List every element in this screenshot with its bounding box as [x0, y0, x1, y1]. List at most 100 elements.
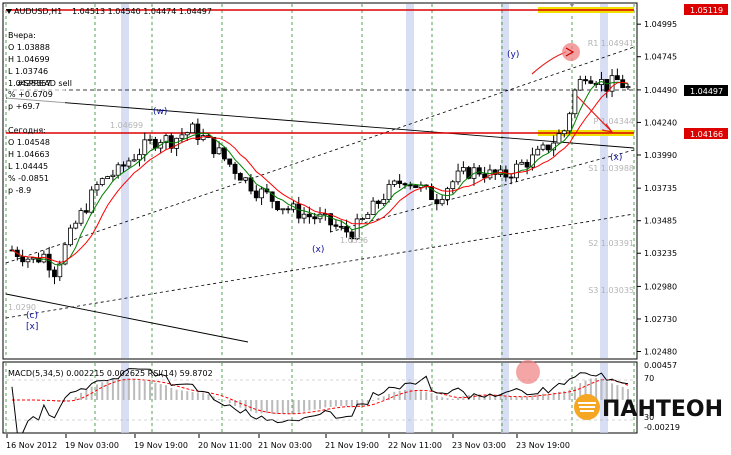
ma-red-line [11, 81, 629, 264]
arrowhead-down-icon [601, 123, 614, 133]
candle-body-32 [179, 134, 185, 139]
candle-body-19 [110, 174, 116, 177]
grid-lines [5, 4, 635, 433]
candle-body-52 [285, 208, 291, 211]
session-band-0 [121, 4, 129, 358]
lower-channel-line [5, 213, 635, 319]
candle-body-67 [365, 214, 371, 219]
y-tick-label-10: 1.02480 [644, 347, 677, 356]
info-panel: Вчера: O 1.03888 H 1.04699 L 1.03746 1.0… [7, 31, 72, 195]
small-label-a: 1.04699 [110, 121, 143, 130]
logo-stripes-icon [578, 402, 596, 412]
candle-body-74 [402, 183, 408, 186]
candle-body-42 [232, 163, 238, 174]
candle-body-54 [296, 203, 302, 219]
candle-body-60 [328, 213, 334, 226]
candle-body-29 [163, 135, 169, 143]
y-tick-label-6: 1.03485 [644, 217, 677, 226]
candle-body-17 [99, 178, 105, 185]
time-axis: 16 Nov 2012 19 Nov 03:00 19 Nov 19:00 20 No… [6, 434, 570, 450]
candle-body-31 [174, 137, 180, 149]
candle-body-55 [301, 213, 307, 219]
wave-label-y: (y) [507, 50, 519, 60]
price-label-top-text: 1.05119 [690, 6, 723, 15]
target-circle-top [562, 43, 580, 61]
candle-body-33 [184, 132, 190, 136]
today-points: p -8.9 [8, 186, 31, 195]
indicator-axis: 0.00457 70 30-0.00219 [644, 361, 680, 432]
shift-marker-icon [569, 3, 575, 7]
candle-body-85 [460, 167, 466, 172]
candle-body-21 [121, 164, 126, 167]
today-percent: % -0.0851 [8, 174, 49, 183]
y-tick-label-9: 1.02730 [644, 315, 677, 324]
candle-body-100 [540, 144, 546, 150]
chart-header: AUDUSD,H1 1.04513 1.04540 1.04474 1.0449… [6, 7, 212, 16]
price-label-level-text: 1.04166 [690, 130, 723, 139]
today-low: L 1.04445 [8, 162, 48, 171]
candle-body-66 [360, 218, 365, 220]
candle-body-61 [333, 224, 339, 227]
x-tick-label-3: 20 Nov 11:00 [198, 441, 252, 450]
candle-body-40 [222, 147, 227, 160]
candle-body-44 [243, 177, 249, 181]
candle-body-70 [381, 199, 387, 204]
candle-body-14 [83, 210, 89, 213]
candle-body-43 [237, 173, 243, 181]
candle-body-11 [68, 227, 73, 246]
small-label-c: 1.0290 [8, 303, 36, 312]
macd-signal-line [12, 378, 629, 415]
price-label-current: 1.04497 [684, 85, 728, 96]
candle-body-57 [312, 216, 318, 220]
candle-body-8 [52, 269, 57, 278]
candle-body-50 [275, 201, 280, 211]
x-tick-label-1: 19 Nov 03:00 [65, 441, 119, 450]
candle-body-83 [450, 181, 456, 190]
candle-body-10 [62, 244, 68, 265]
candle-body-25 [142, 139, 148, 156]
x-tick-label-2: 19 Nov 19:00 [134, 441, 188, 450]
yesterday-low: L 1.03746 [8, 67, 48, 76]
yesterday-title: Вчера: [8, 31, 36, 40]
sub-tick-label-2: 30 [644, 413, 654, 422]
wave-label-w: (w) [153, 107, 167, 117]
candle-body-106 [572, 89, 578, 115]
candle-body-72 [391, 180, 397, 185]
candle-body-116 [625, 86, 631, 89]
candle-body-114 [614, 75, 620, 81]
ma-green-line [11, 80, 629, 266]
pivot-s3-label: S3 1.03035 [588, 286, 634, 295]
y-tick-label-0: 1.04995 [644, 20, 677, 29]
candle-body-99 [535, 148, 541, 156]
candle-body-47 [259, 188, 264, 199]
candle-body-91 [492, 169, 498, 175]
pivot-p-label: P 1.04344 [594, 117, 634, 126]
x-tick-label-4: 21 Nov 03:00 [258, 441, 312, 450]
candle-body-34 [190, 123, 195, 134]
candle-body-64 [349, 231, 355, 240]
candle-body-82 [445, 188, 450, 200]
candle-body-62 [338, 225, 344, 228]
session-band-1 [406, 4, 414, 358]
price-label-current-text: 1.04497 [690, 87, 723, 96]
candle-body-13 [78, 210, 84, 224]
candle-body-27 [152, 138, 158, 149]
yesterday-high: H 1.04699 [8, 55, 50, 64]
candle-body-26 [147, 138, 153, 141]
candle-body-101 [545, 144, 551, 151]
candle-body-76 [413, 185, 418, 188]
candle-body-104 [561, 130, 567, 135]
candle-body-107 [577, 79, 583, 91]
symbol-label: AUDUSD,H1 [14, 7, 62, 16]
candle-body-12 [73, 222, 79, 229]
candle-body-20 [115, 164, 121, 176]
y-tick-label-5: 1.03735 [644, 184, 677, 193]
yesterday-open: O 1.03888 [8, 43, 50, 52]
candle-body-4 [30, 257, 36, 260]
x-tick-label-8: 23 Nov 19:00 [516, 441, 570, 450]
descending-trend-line [5, 97, 635, 149]
candle-body-97 [524, 161, 530, 168]
today-open: O 1.04548 [8, 138, 50, 147]
candle-body-96 [519, 161, 525, 165]
